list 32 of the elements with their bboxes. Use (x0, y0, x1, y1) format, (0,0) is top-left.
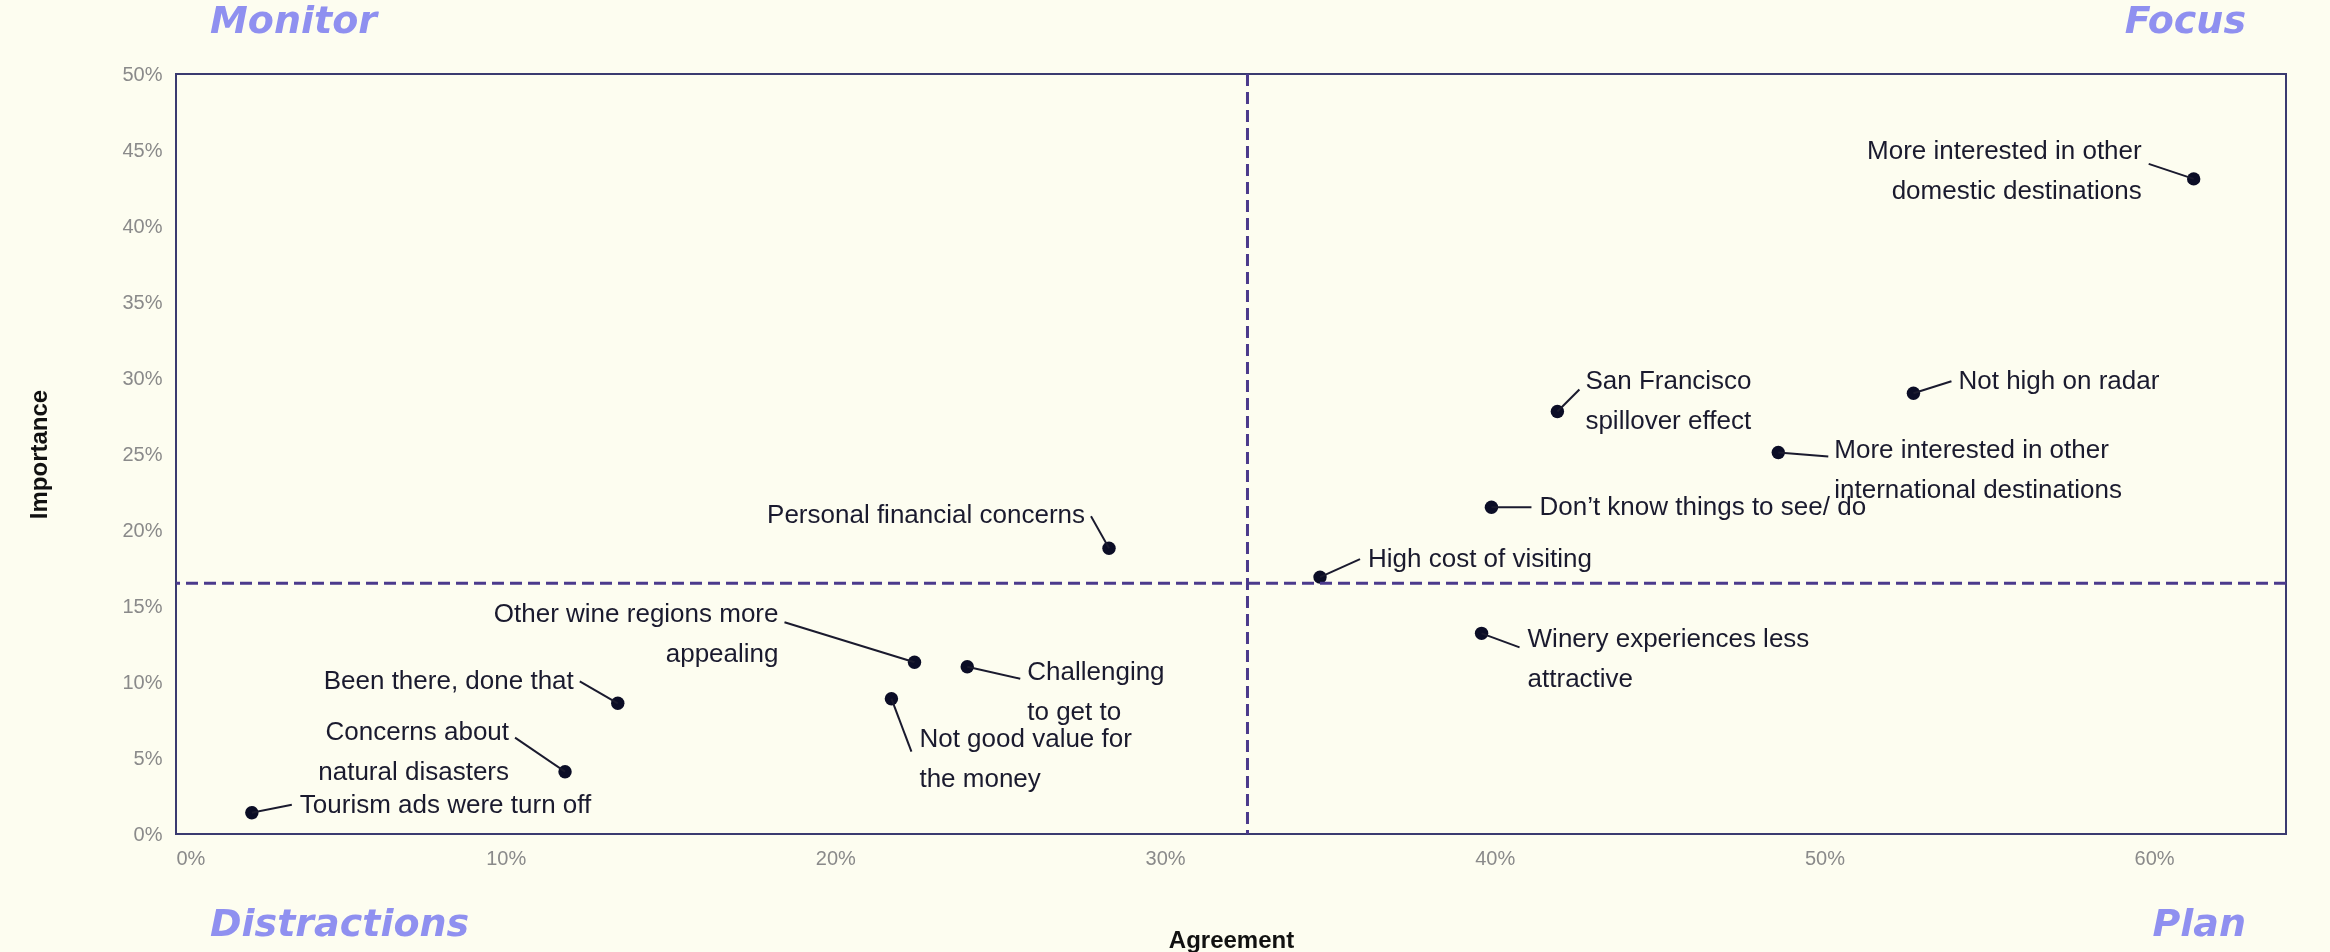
annotation: More interested in other domestic destinations (1867, 134, 2143, 205)
y-tick-label: 20% (122, 518, 163, 541)
text: Distractions (210, 901, 470, 945)
y-tick-label: 45% (122, 138, 163, 161)
text: Monitor (210, 0, 380, 42)
y-tick-label: 25% (122, 442, 163, 465)
text: Plan (2152, 901, 2246, 945)
x-tick-label: 60% (2134, 846, 2175, 869)
x-tick-label: 50% (1804, 846, 1846, 869)
x-tick-label: 20% (815, 846, 857, 869)
annotation: San Francisco spillover effect (1585, 365, 1752, 436)
y-tick-label: 50% (122, 62, 163, 85)
annotation: Not high on radar (1958, 365, 2160, 396)
y-tick-label: 40% (122, 214, 163, 237)
y-axis-title: Importance (25, 389, 53, 520)
annotation: Tourism ads were turn off (299, 788, 593, 819)
x-tick-label: 0% (176, 846, 206, 869)
y-tick-label: 10% (122, 670, 163, 693)
y-tick-label: 30% (122, 366, 163, 389)
y-tick-label: 0% (133, 822, 163, 845)
y-tick-label: 35% (122, 290, 163, 313)
x-tick-label: 40% (1475, 846, 1516, 869)
y-tick-label: 15% (122, 594, 163, 617)
annotation: Winery experiences less attractive (1527, 623, 1810, 694)
x-tick-label: 30% (1145, 846, 1186, 869)
text: Focus (2124, 0, 2246, 42)
y-tick-label: 5% (133, 746, 163, 769)
x-axis-title: Agreement (1168, 925, 1295, 952)
annotation: Personal financial concerns (767, 499, 1086, 530)
annotation: Concerns about natural disasters (318, 715, 510, 786)
annotation: High cost of visiting (1368, 543, 1592, 574)
x-tick-label: 10% (486, 846, 527, 869)
